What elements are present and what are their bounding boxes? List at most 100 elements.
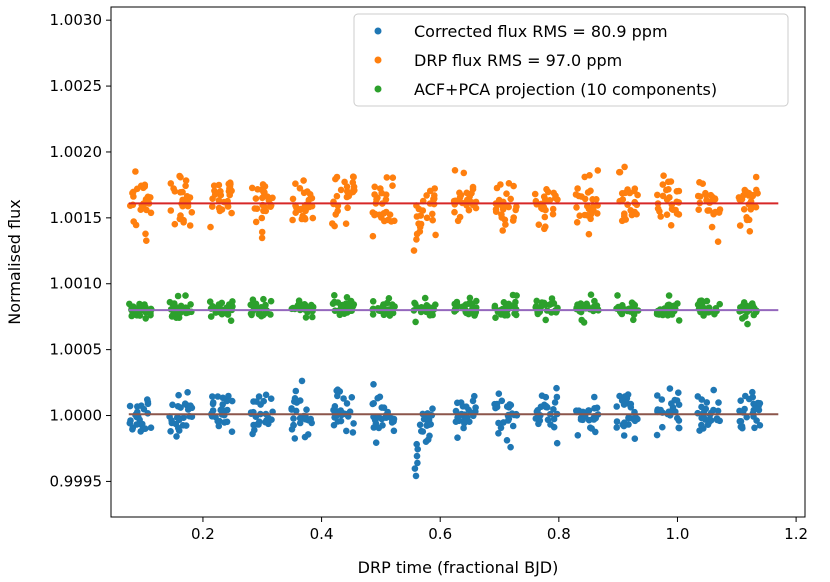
data-point bbox=[512, 311, 520, 319]
data-point bbox=[374, 394, 382, 402]
data-point bbox=[294, 302, 302, 309]
data-point bbox=[252, 195, 260, 202]
data-point bbox=[349, 179, 357, 186]
data-point bbox=[334, 386, 342, 394]
data-point bbox=[666, 385, 674, 392]
data-point bbox=[553, 393, 561, 401]
data-point bbox=[260, 295, 267, 303]
data-point bbox=[504, 417, 512, 424]
data-point bbox=[756, 400, 764, 407]
data-point bbox=[176, 215, 184, 223]
data-point bbox=[739, 315, 746, 322]
data-point bbox=[307, 415, 315, 423]
data-point bbox=[591, 393, 598, 401]
data-point bbox=[258, 234, 266, 242]
data-point bbox=[385, 310, 393, 317]
data-point bbox=[292, 387, 300, 395]
data-point bbox=[454, 399, 461, 407]
data-point bbox=[258, 186, 265, 193]
data-point bbox=[735, 194, 743, 201]
data-point bbox=[332, 211, 340, 218]
data-point bbox=[371, 211, 378, 219]
data-point bbox=[144, 196, 151, 203]
data-point bbox=[531, 190, 539, 198]
data-point bbox=[713, 416, 721, 424]
data-point bbox=[703, 297, 711, 305]
data-point bbox=[336, 311, 344, 319]
data-point bbox=[653, 431, 661, 439]
y-tick-label: 1.0005 bbox=[50, 341, 103, 359]
y-tick-label: 1.0025 bbox=[50, 77, 103, 95]
data-point bbox=[578, 300, 585, 308]
data-point bbox=[173, 433, 180, 440]
data-point bbox=[663, 186, 670, 194]
data-point bbox=[591, 405, 598, 412]
data-point bbox=[173, 310, 181, 317]
data-point bbox=[422, 438, 430, 446]
data-point bbox=[696, 179, 703, 186]
data-point bbox=[572, 191, 580, 198]
data-point bbox=[737, 418, 745, 425]
data-point bbox=[262, 391, 270, 399]
data-point bbox=[126, 419, 134, 427]
data-point bbox=[540, 300, 548, 307]
data-point bbox=[126, 402, 134, 410]
data-point bbox=[184, 406, 192, 413]
legend-label-projection: ACF+PCA projection (10 components) bbox=[414, 80, 717, 99]
data-point bbox=[631, 435, 639, 443]
data-point bbox=[209, 203, 216, 210]
series-1-points bbox=[127, 163, 761, 254]
data-point bbox=[714, 238, 722, 245]
x-tick-label: 0.8 bbox=[547, 525, 571, 543]
data-point bbox=[334, 392, 341, 400]
legend-label-drp: DRP flux RMS = 97.0 ppm bbox=[414, 51, 622, 70]
data-point bbox=[659, 181, 667, 188]
data-point bbox=[369, 232, 377, 240]
data-point bbox=[618, 397, 626, 404]
data-point bbox=[175, 391, 182, 399]
data-point bbox=[753, 186, 760, 194]
data-point bbox=[621, 419, 628, 427]
data-point bbox=[263, 417, 271, 425]
y-axis: 0.9995 1.0000 1.0005 1.0010 1.0015 1.0020 1.00… bbox=[50, 11, 111, 490]
data-point bbox=[493, 402, 500, 410]
data-point bbox=[207, 313, 215, 320]
data-point bbox=[618, 310, 626, 318]
data-point bbox=[583, 300, 590, 308]
data-point bbox=[631, 198, 638, 206]
data-point bbox=[343, 183, 351, 190]
data-point bbox=[206, 298, 214, 306]
data-point bbox=[182, 177, 190, 184]
data-point bbox=[716, 300, 723, 308]
data-point bbox=[330, 421, 338, 429]
data-point bbox=[750, 311, 758, 319]
data-point bbox=[331, 292, 338, 299]
data-point bbox=[251, 205, 259, 212]
data-point bbox=[634, 415, 641, 423]
data-point bbox=[350, 420, 357, 427]
data-point bbox=[574, 432, 582, 439]
data-point bbox=[463, 189, 471, 197]
data-point bbox=[704, 207, 711, 214]
model-lines-layer bbox=[128, 202, 779, 416]
data-point bbox=[228, 428, 236, 436]
data-point bbox=[459, 403, 467, 410]
data-point bbox=[333, 192, 341, 200]
data-point bbox=[176, 172, 183, 180]
data-point bbox=[585, 230, 593, 238]
data-point bbox=[628, 211, 636, 219]
data-point bbox=[183, 193, 191, 200]
data-point bbox=[710, 406, 717, 414]
data-point bbox=[298, 215, 306, 223]
data-point bbox=[412, 318, 419, 326]
data-point bbox=[330, 406, 337, 414]
data-point bbox=[471, 310, 479, 318]
data-point bbox=[219, 394, 227, 402]
data-point bbox=[209, 393, 216, 400]
data-point bbox=[460, 424, 467, 432]
data-point bbox=[513, 292, 520, 299]
data-point bbox=[547, 421, 554, 428]
data-point bbox=[742, 188, 749, 196]
data-point bbox=[386, 211, 394, 218]
data-point bbox=[372, 416, 379, 424]
